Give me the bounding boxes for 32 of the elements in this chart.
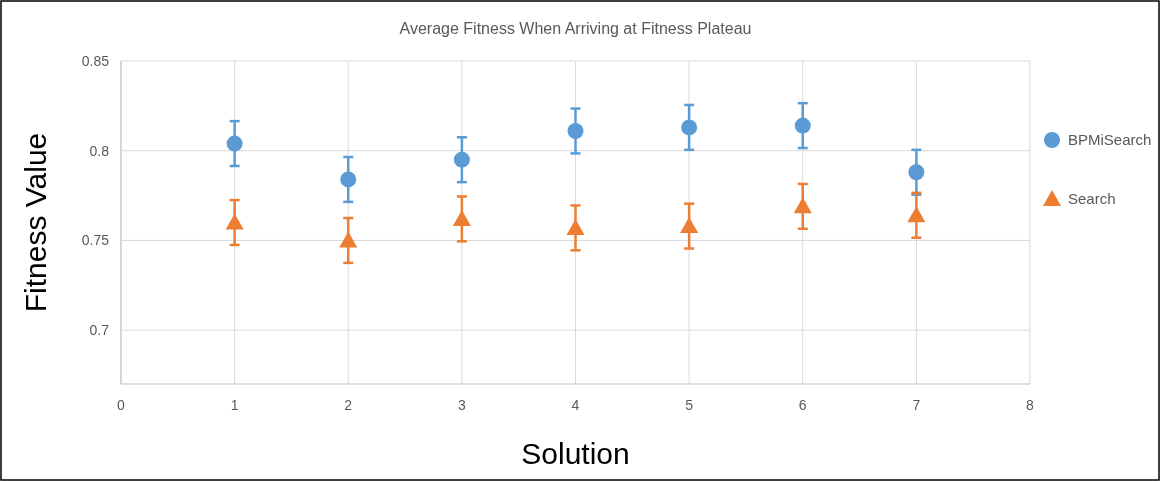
x-tick-label: 7 — [912, 397, 921, 413]
y-tick-label: 0.7 — [89, 322, 110, 339]
chart-title: Average Fitness When Arriving at Fitness Plateau — [399, 20, 752, 37]
point — [453, 151, 470, 168]
point — [339, 231, 358, 248]
point — [566, 218, 585, 235]
point — [680, 217, 699, 234]
x-tick-label: 3 — [457, 397, 466, 413]
point — [907, 206, 926, 223]
y-tick-label: 0.75 — [81, 232, 110, 249]
x-tick-label: 2 — [344, 397, 353, 413]
point — [681, 119, 698, 136]
x-tick-label: 4 — [571, 397, 580, 413]
point — [452, 209, 471, 226]
x-axis-title: Solution — [521, 437, 630, 470]
x-tick-label: 1 — [230, 397, 239, 413]
legend-label: Search — [1068, 190, 1116, 208]
y-axis-title: Fitness Value — [19, 132, 52, 313]
point — [226, 135, 243, 152]
y-tick-label: 0.85 — [81, 52, 110, 69]
x-tick-label: 8 — [1026, 397, 1035, 413]
point — [793, 197, 812, 214]
x-tick-label: 0 — [117, 397, 126, 413]
x-tick-label: 6 — [798, 397, 807, 413]
point — [567, 122, 584, 139]
point — [794, 117, 811, 134]
legend-label: BPMiSearch — [1068, 131, 1152, 149]
point — [225, 213, 244, 230]
point — [908, 164, 925, 181]
y-tick-label: 0.8 — [89, 142, 110, 159]
x-tick-label: 5 — [685, 397, 694, 413]
point — [340, 171, 357, 188]
